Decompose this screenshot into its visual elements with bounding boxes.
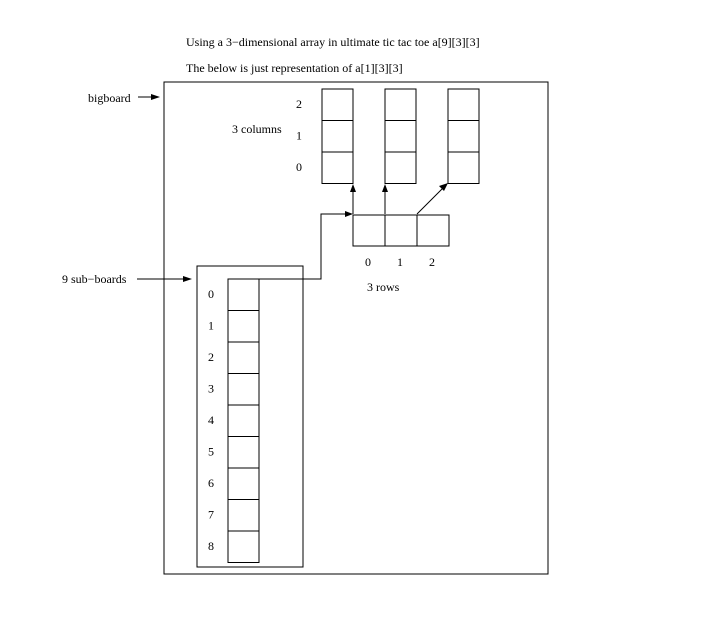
bigboard-arrow-head [151, 94, 160, 100]
row-1-arrow-head [382, 184, 388, 192]
column-2-cell [447, 120, 480, 153]
column-2-cell [447, 151, 480, 184]
sub-board-cells [227, 278, 260, 563]
row-index: 2 [429, 255, 435, 269]
column-0-cell [321, 151, 354, 184]
row-cells [352, 214, 450, 247]
sub-boards-label: 9 sub−boards [62, 272, 127, 286]
row-2-to-column-arrow [416, 187, 444, 215]
sub-board-cell [227, 404, 260, 437]
sub-board-index: 5 [208, 445, 214, 459]
sub-board-index: 6 [208, 476, 214, 490]
column-index-labels: 2 1 0 [296, 97, 302, 174]
sub-board-to-rows-connector [259, 213, 348, 280]
sub-board-index: 8 [208, 539, 214, 553]
column-1-cell [384, 151, 417, 184]
row-index: 0 [365, 255, 371, 269]
sub-board-cell [227, 467, 260, 500]
columns-label: 3 columns [232, 122, 282, 136]
column-index: 2 [296, 97, 302, 111]
sub-board-index: 4 [208, 413, 214, 427]
sub-board-index: 3 [208, 382, 214, 396]
column-0-cell [321, 88, 354, 121]
sub-board-cell [227, 373, 260, 406]
column-0-cell [321, 120, 354, 153]
rows-label: 3 rows [367, 280, 400, 294]
row-cell [416, 214, 450, 247]
sub-board-cell [227, 436, 260, 469]
row-2-arrow-head [439, 183, 448, 191]
sub-board-index: 1 [208, 319, 214, 333]
sub-board-cell [227, 499, 260, 532]
column-cells [321, 88, 480, 184]
sub-board-index: 7 [208, 508, 214, 522]
column-2-cell [447, 88, 480, 121]
rows-arrow-head [345, 211, 353, 217]
sub-board-index: 0 [208, 287, 214, 301]
sub-boards-arrow-head [183, 276, 192, 282]
diagram-title: Using a 3−dimensional array in ultimate … [186, 35, 480, 49]
sub-board-cell [227, 341, 260, 374]
sub-board-cell [227, 530, 260, 563]
diagram-subtitle: The below is just representation of a[1]… [186, 61, 403, 75]
row-cell [384, 214, 418, 247]
column-index: 1 [296, 129, 302, 143]
column-index: 0 [296, 160, 302, 174]
bigboard-label: bigboard [88, 91, 131, 105]
column-1-cell [384, 120, 417, 153]
row-cell [352, 214, 386, 247]
sub-board-cell [227, 278, 260, 311]
sub-board-index: 2 [208, 350, 214, 364]
sub-board-cell [227, 310, 260, 343]
column-1-cell [384, 88, 417, 121]
row-index-labels: 0 1 2 [365, 255, 435, 269]
row-0-arrow-head [350, 184, 356, 192]
sub-board-index-labels: 0 1 2 3 4 5 6 7 8 [208, 287, 214, 553]
row-index: 1 [397, 255, 403, 269]
